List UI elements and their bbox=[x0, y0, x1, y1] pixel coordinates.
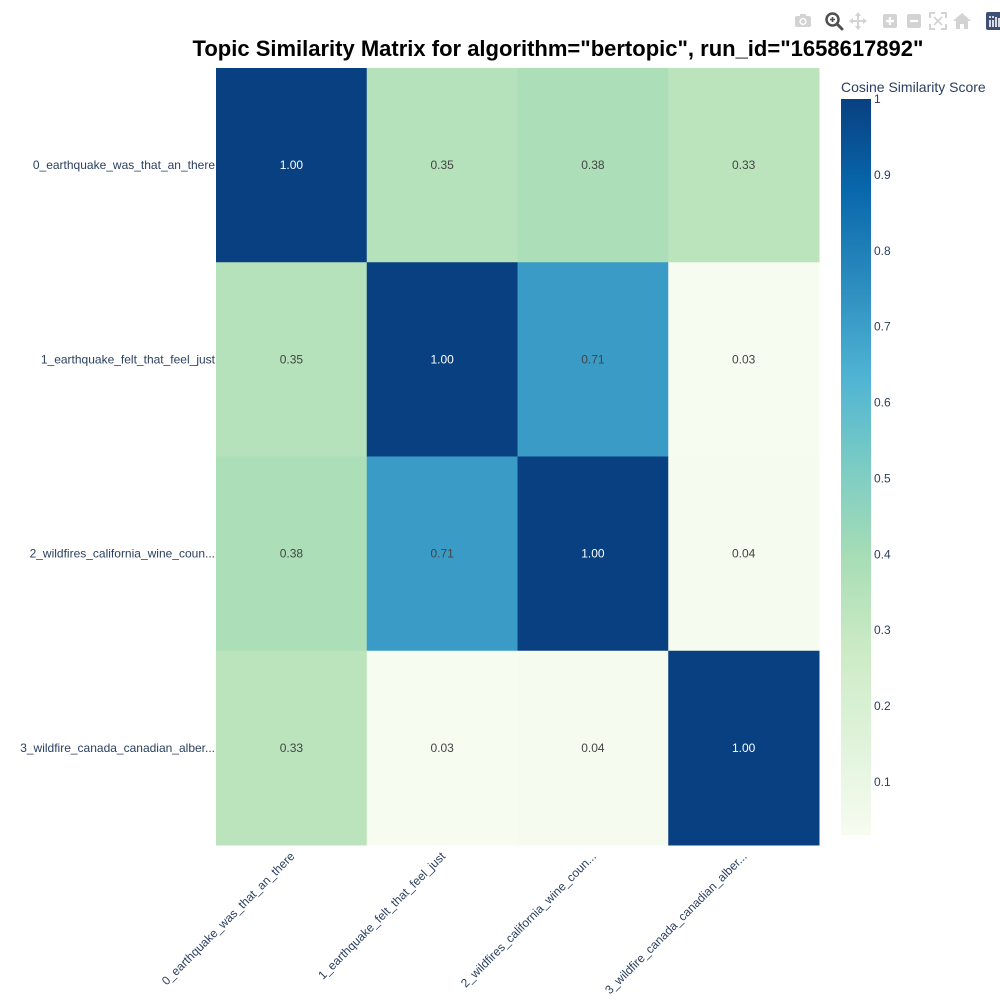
cell-value-label: 0.35 bbox=[430, 158, 454, 172]
x-tick-label: 2_wildfires_california_wine_coun... bbox=[458, 849, 599, 990]
y-tick-label: 0_earthquake_was_that_an_there bbox=[33, 158, 215, 172]
cell-value-label: 0.04 bbox=[732, 547, 756, 561]
heatmap-cell[interactable] bbox=[517, 456, 669, 652]
heatmap-cell[interactable] bbox=[668, 650, 820, 846]
heatmap-cell[interactable] bbox=[216, 650, 368, 846]
heatmap-cell[interactable] bbox=[366, 68, 518, 263]
cell-value-label: 0.03 bbox=[430, 741, 454, 755]
heatmap-cell[interactable] bbox=[517, 262, 669, 457]
cell-value-label: 0.71 bbox=[430, 547, 454, 561]
pan-icon[interactable] bbox=[847, 10, 869, 32]
camera-icon[interactable] bbox=[792, 10, 814, 32]
x-tick-label: 1_earthquake_felt_that_feel_just bbox=[315, 849, 449, 983]
zoom-out-icon[interactable] bbox=[903, 10, 925, 32]
colorbar-tick-label: 0.2 bbox=[874, 699, 891, 713]
x-axis-ticks: 0_earthquake_was_that_an_there 1_earthqua… bbox=[159, 849, 750, 997]
autoscale-icon[interactable] bbox=[927, 10, 949, 32]
colorbar-tick-label: 1 bbox=[874, 92, 881, 106]
heatmap-cell[interactable] bbox=[216, 68, 368, 263]
x-tick-label: 0_earthquake_was_that_an_there bbox=[159, 849, 298, 988]
cell-value-label: 0.38 bbox=[581, 158, 605, 172]
heatmap-cell[interactable] bbox=[668, 456, 820, 652]
colorbar: Cosine Similarity Score 0.1 0.2 0.3 0.4 0.5 0.… bbox=[841, 79, 986, 835]
heatmap-cell[interactable] bbox=[216, 262, 368, 457]
cell-value-label: 1.00 bbox=[430, 352, 454, 366]
chart-title: Topic Similarity Matrix for algorithm="b… bbox=[192, 36, 924, 61]
x-tick-label: 3_wildfire_canada_canadian_alber... bbox=[602, 849, 750, 997]
modebar bbox=[788, 10, 1000, 32]
colorbar-tick-label: 0.1 bbox=[874, 775, 891, 789]
y-axis-ticks: 0_earthquake_was_that_an_there 1_earthqua… bbox=[20, 158, 215, 755]
colorbar-gradient bbox=[841, 99, 871, 835]
cell-value-label: 0.03 bbox=[732, 352, 756, 366]
heatmap-cell[interactable] bbox=[668, 262, 820, 457]
cell-value-label: 0.33 bbox=[732, 158, 756, 172]
cell-value-label: 0.35 bbox=[280, 352, 304, 366]
heatmap-cell[interactable] bbox=[216, 456, 368, 652]
cell-value-label: 0.38 bbox=[280, 547, 304, 561]
cell-value-label: 1.00 bbox=[732, 741, 756, 755]
colorbar-tick-label: 0.9 bbox=[874, 168, 891, 182]
cell-value-label: 0.71 bbox=[581, 352, 605, 366]
home-icon[interactable] bbox=[951, 10, 973, 32]
heatmap-cell[interactable] bbox=[366, 650, 518, 846]
heatmap-cell[interactable] bbox=[366, 262, 518, 457]
cell-labels: 1.00 0.35 0.38 0.33 0.35 1.00 0.71 0.03 0.38 0.71… bbox=[280, 158, 756, 755]
zoom-icon[interactable] bbox=[823, 10, 845, 32]
colorbar-tick-label: 0.4 bbox=[874, 547, 891, 561]
heatmap-cell[interactable] bbox=[517, 68, 669, 263]
cell-value-label: 0.33 bbox=[280, 741, 304, 755]
y-tick-label: 3_wildfire_canada_canadian_alber... bbox=[20, 741, 215, 755]
zoom-in-icon[interactable] bbox=[879, 10, 901, 32]
heatmap-cell[interactable] bbox=[517, 650, 669, 846]
heatmap-cell[interactable] bbox=[668, 68, 820, 263]
colorbar-tick-label: 0.8 bbox=[874, 244, 891, 258]
y-tick-label: 1_earthquake_felt_that_feel_just bbox=[41, 352, 216, 366]
colorbar-title: Cosine Similarity Score bbox=[841, 79, 986, 95]
plotly-logo-icon[interactable] bbox=[984, 10, 1000, 32]
heatmap-cell[interactable] bbox=[366, 456, 518, 652]
colorbar-tick-label: 0.6 bbox=[874, 396, 891, 410]
colorbar-tick-label: 0.3 bbox=[874, 623, 891, 637]
cell-value-label: 0.04 bbox=[581, 741, 605, 755]
y-tick-label: 2_wildfires_california_wine_coun... bbox=[30, 547, 215, 561]
cell-value-label: 1.00 bbox=[581, 547, 605, 561]
colorbar-tick-label: 0.7 bbox=[874, 320, 891, 334]
colorbar-tick-label: 0.5 bbox=[874, 471, 891, 485]
cell-value-label: 1.00 bbox=[280, 158, 304, 172]
heatmap-cells bbox=[216, 68, 820, 846]
